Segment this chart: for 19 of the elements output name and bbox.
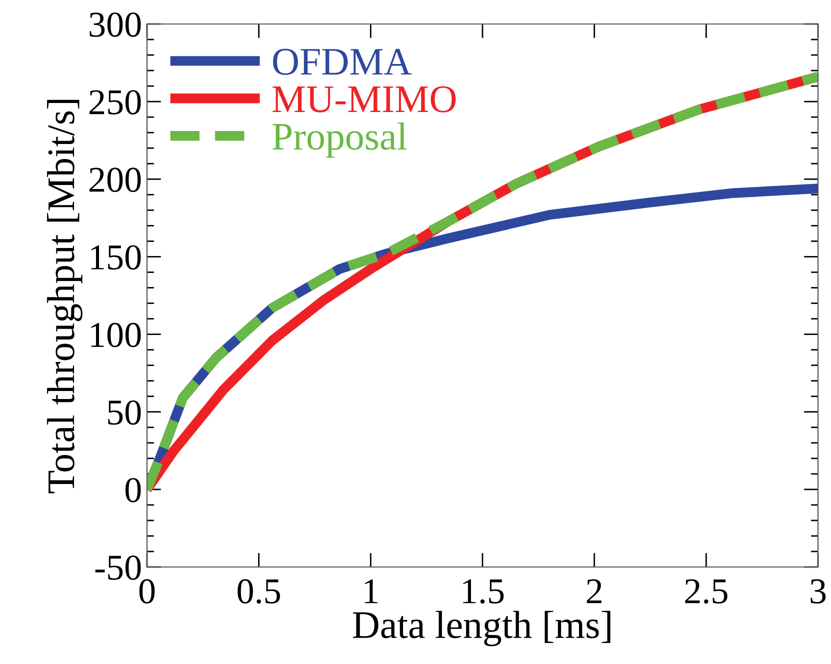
y-axis-title: Total throughput [Mbit/s] — [47, 100, 82, 494]
x-tick-label: 0.5 — [238, 579, 280, 604]
x-tick-label: 2 — [586, 579, 602, 604]
legend-label: Proposal — [272, 122, 407, 158]
legend-label: MU-MIMO — [272, 86, 456, 112]
y-tick-label: -50 — [95, 556, 141, 580]
legend-label: OFDMA — [273, 48, 412, 75]
x-tick-label: 1 — [364, 579, 378, 604]
x-tick-label: 3 — [810, 579, 826, 604]
y-tick-label: 50 — [108, 400, 141, 425]
y-tick-label: 100 — [91, 322, 141, 348]
y-tick-label: 300 — [90, 12, 141, 37]
x-axis-title: Data length [ms] — [352, 610, 610, 646]
x-tick-label: 2.5 — [685, 579, 728, 604]
y-tick-label: 0 — [125, 478, 141, 502]
x-tick-label: 1.5 — [463, 579, 504, 604]
y-tick-label: 250 — [90, 90, 141, 114]
y-tick-label: 150 — [91, 245, 141, 270]
y-tick-label: 200 — [90, 168, 141, 192]
